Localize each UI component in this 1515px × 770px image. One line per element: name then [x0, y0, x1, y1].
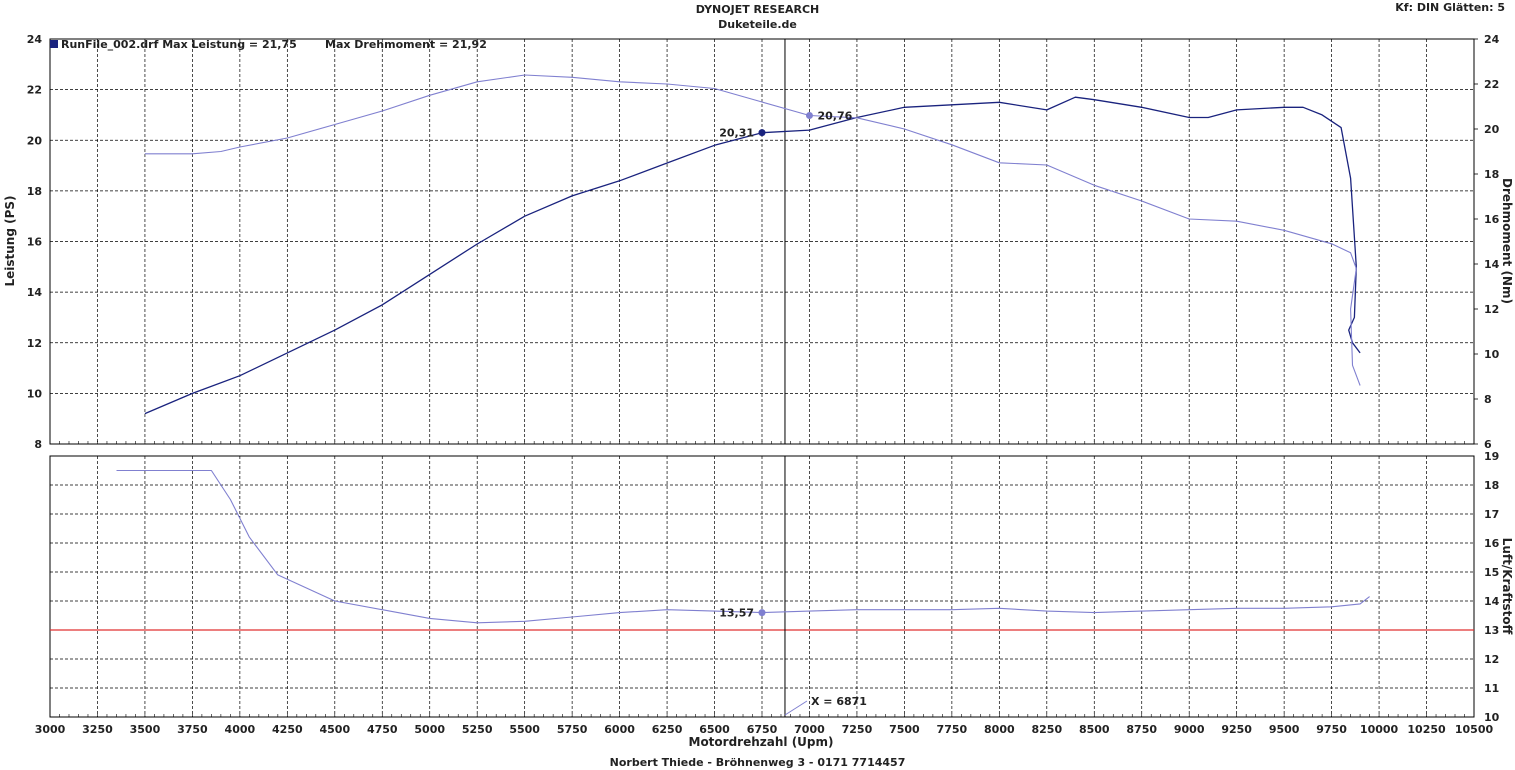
x-tick-label: 5000 — [414, 723, 445, 736]
y-tick-label-torque: 22 — [1484, 78, 1499, 91]
run-file-name: RunFile_002.drf — [61, 38, 159, 51]
x-axis-label: Motordrehzahl (Upm) — [689, 735, 834, 749]
x-tick-label: 7000 — [794, 723, 825, 736]
x-tick-label: 3500 — [130, 723, 161, 736]
footer-text: Norbert Thiede - Bröhnenweg 3 - 0171 771… — [609, 756, 906, 769]
run-file-label: RunFile_002.drf Max Leistung = 21,75 — [61, 38, 297, 51]
x-tick-label: 4750 — [367, 723, 398, 736]
torque-curve-marker-label: 20,76 — [817, 110, 852, 123]
x-tick-label: 6000 — [604, 723, 635, 736]
y-tick-label-torque: 16 — [1484, 213, 1500, 226]
torque-curve — [144, 74, 1361, 386]
x-tick-label: 10500 — [1455, 723, 1494, 736]
x-tick-label: 9750 — [1316, 723, 1347, 736]
y-tick-label-afr: 12 — [1484, 653, 1499, 666]
y-tick-label-power: 22 — [27, 84, 42, 97]
x-tick-label: 8250 — [1031, 723, 1062, 736]
x-tick-label: 8750 — [1126, 723, 1157, 736]
y-tick-label-power: 8 — [34, 438, 42, 451]
y-tick-label-power: 18 — [27, 185, 42, 198]
y-tick-label-torque: 12 — [1484, 303, 1499, 316]
x-tick-label: 4500 — [319, 723, 350, 736]
x-tick-label: 4000 — [225, 723, 256, 736]
x-tick-label: 6750 — [747, 723, 778, 736]
y-tick-label-power: 16 — [27, 236, 43, 249]
chart-title: DYNOJET RESEARCH — [695, 3, 820, 16]
max-torque-label: Max Drehmoment = 21,92 — [325, 38, 487, 51]
y-tick-label-afr: 19 — [1484, 450, 1499, 463]
x-tick-label: 4250 — [272, 723, 303, 736]
cursor-label-leader — [784, 700, 808, 716]
chart-marks: X = 6871 20,31 20,76 13,57 — [50, 39, 1474, 717]
power-curve-marker-label: 20,31 — [719, 127, 754, 140]
x-tick-label: 6500 — [699, 723, 730, 736]
y-tick-label-torque: 20 — [1484, 123, 1500, 136]
chart-subtitle: Duketeile.de — [718, 18, 797, 31]
y-tick-label-afr: 11 — [1484, 682, 1499, 695]
max-power-label: Max Leistung = 21,75 — [162, 38, 297, 51]
settings-label: Kf: DIN Glätten: 5 — [1395, 1, 1505, 14]
y-tick-label-power: 12 — [27, 337, 42, 350]
top-grid: 8 10 12 14 16 18 20 22 24 6 8 10 12 14 16 18 20 22 24 — [27, 33, 1500, 451]
y-tick-label-power: 20 — [27, 134, 43, 147]
y-tick-label-power: 10 — [27, 387, 43, 400]
x-tick-label: 8500 — [1079, 723, 1110, 736]
x-tick-label: 9250 — [1221, 723, 1252, 736]
y-tick-label-torque: 8 — [1484, 393, 1492, 406]
x-tick-label: 5500 — [509, 723, 540, 736]
y-axis-label-power: Leistung (PS) — [3, 195, 17, 286]
y-tick-label-afr: 13 — [1484, 624, 1499, 637]
x-tick-label: 7250 — [842, 723, 873, 736]
y-tick-label-torque: 18 — [1484, 168, 1499, 181]
x-tick-label: 3750 — [177, 723, 208, 736]
cursor-x-label: X = 6871 — [811, 695, 867, 708]
y-tick-label-afr: 16 — [1484, 537, 1500, 550]
x-tick-label: 5750 — [557, 723, 588, 736]
y-tick-label-afr: 15 — [1484, 566, 1499, 579]
power-curve-marker — [758, 129, 766, 137]
x-tick-label: 10000 — [1360, 723, 1399, 736]
y-tick-label-power: 14 — [27, 286, 43, 299]
torque-curve-marker — [805, 112, 813, 119]
x-tick-label: 3000 — [35, 723, 66, 736]
y-tick-label-afr: 18 — [1484, 479, 1499, 492]
y-tick-label-torque: 24 — [1484, 33, 1500, 46]
y-tick-label-afr: 14 — [1484, 595, 1500, 608]
run-file-icon — [50, 40, 58, 48]
y-axis-label-afr: Luft/Kraftstoff — [1500, 538, 1514, 635]
x-tick-label: 8000 — [984, 723, 1015, 736]
x-tick-label: 7750 — [937, 723, 968, 736]
y-tick-label-torque: 10 — [1484, 348, 1500, 361]
power-curve — [144, 96, 1361, 415]
x-tick-label: 3250 — [82, 723, 113, 736]
y-tick-label-torque: 6 — [1484, 438, 1492, 451]
x-tick-label: 10250 — [1407, 723, 1446, 736]
y-tick-label-afr: 10 — [1484, 711, 1500, 724]
bottom-grid: 3000 3250 3500 3750 4000 4250 4500 4750 5000 5250… — [35, 450, 1500, 736]
x-tick-label: 6250 — [652, 723, 683, 736]
y-tick-label-afr: 17 — [1484, 508, 1499, 521]
afr-curve-marker-label: 13,57 — [719, 607, 754, 620]
x-tick-label: 7500 — [889, 723, 920, 736]
y-tick-label-torque: 14 — [1484, 258, 1500, 271]
x-tick-label: 9000 — [1174, 723, 1205, 736]
x-tick-label: 5250 — [462, 723, 493, 736]
afr-curve-marker — [758, 609, 766, 617]
y-tick-label-power: 24 — [27, 33, 43, 46]
x-tick-label: 9500 — [1269, 723, 1300, 736]
y-axis-label-torque: Drehmoment (Nm) — [1500, 178, 1514, 304]
